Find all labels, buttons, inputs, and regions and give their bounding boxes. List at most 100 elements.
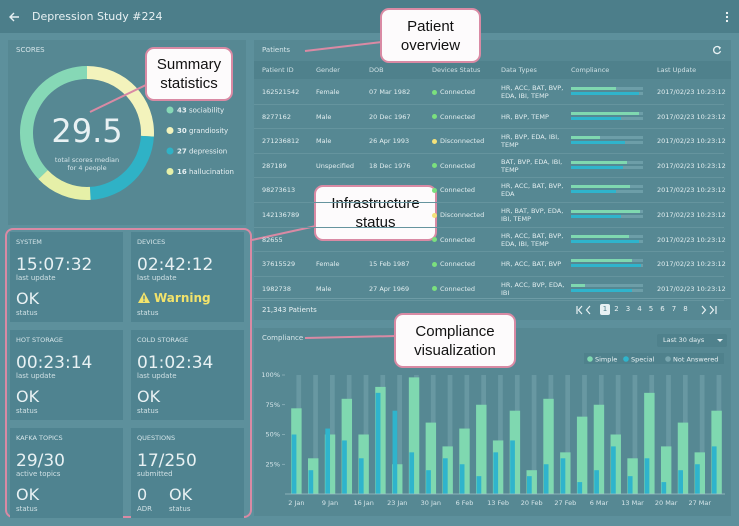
legend-label: grandiosity: [189, 127, 228, 135]
row-separator: [254, 226, 724, 228]
table-cell: 2017/02/23 10:23:12: [657, 88, 726, 96]
status-card: DEVICES 02:42:12 last update Warning status: [131, 232, 244, 322]
page-button[interactable]: 4: [637, 305, 642, 313]
caret: [717, 339, 723, 342]
table-cell: HR, ACC, BAT, BVP, EDA: [501, 182, 564, 199]
page-button[interactable]: 6: [660, 305, 665, 313]
compliance-bar: [571, 136, 600, 140]
table-cell: Unspecified: [316, 161, 354, 170]
score-caption: total scores median for 4 people: [54, 156, 120, 172]
infra-highlight: [5, 228, 252, 518]
compliance-bar: [571, 264, 641, 268]
y-tick-label: 25%: [266, 460, 280, 468]
compliance-bar: [571, 165, 623, 169]
table-cell: 287189: [262, 161, 287, 170]
bar: [425, 422, 437, 494]
card-status: OK: [169, 485, 193, 504]
status-text: Disconnected: [440, 137, 485, 146]
card-value: 17/250: [137, 451, 197, 471]
table-cell: 271236812: [262, 137, 300, 146]
card-value: 29/30: [16, 451, 65, 471]
legend-bg: [584, 353, 724, 364]
panel-title: Compliance: [262, 334, 304, 342]
table-cell: 2017/02/23 10:23:12: [657, 161, 726, 170]
x-tick-label: 27 Mar: [688, 499, 711, 507]
bar: [677, 422, 689, 494]
table-cell: 98273613: [262, 186, 296, 195]
legend-dot: [623, 356, 629, 362]
bar: [459, 428, 470, 494]
table-cell: 2017/02/23 10:23:12: [657, 137, 726, 146]
row-separator: [254, 128, 724, 130]
status-dot: [432, 261, 437, 267]
page-button[interactable]: 7: [671, 305, 677, 313]
card-label: last update: [137, 372, 177, 380]
card-title: QUESTIONS: [137, 434, 176, 442]
range-dropdown[interactable]: Last 30 days: [657, 334, 727, 347]
status-dot: [432, 237, 437, 243]
status-dot: [432, 114, 437, 120]
page-button[interactable]: 1: [600, 304, 610, 315]
card-value: 00:23:14: [16, 353, 93, 373]
column-header: Compliance: [571, 66, 610, 74]
status-dot: [432, 89, 437, 95]
column-header: Devices Status: [432, 66, 481, 74]
row-separator: [254, 177, 724, 179]
bar: [661, 482, 667, 494]
bar: [308, 458, 319, 494]
range-label: Last 30 days: [663, 336, 705, 344]
table-cell: 82655: [262, 235, 283, 244]
page-button[interactable]: 3: [625, 305, 631, 313]
page-button[interactable]: 5: [648, 305, 654, 313]
card-title: SYSTEM: [16, 238, 42, 246]
card-status-label: status: [137, 407, 159, 415]
bar: [593, 404, 605, 494]
table-cell: 2017/02/23 10:23:12: [657, 260, 726, 269]
page-next-last[interactable]: [700, 305, 718, 315]
table-cell: 26 Apr 1993: [369, 137, 410, 146]
legend-label: hallucination: [189, 168, 234, 176]
x-tick-label: 23 Jan: [387, 499, 407, 507]
compliance-track: [571, 136, 643, 140]
card-value: 02:42:12: [137, 255, 214, 275]
status-dot: [432, 187, 437, 193]
menu[interactable]: [724, 11, 730, 23]
patient-count: 21,343 Patients: [262, 306, 317, 314]
callout: Patient overview: [380, 8, 481, 63]
bar: [409, 452, 415, 494]
bar: [426, 470, 431, 494]
table-cell: Male: [316, 112, 332, 121]
page-first-prev[interactable]: [576, 305, 594, 315]
table-cell: HR, ACC, BAT, BVP: [501, 260, 562, 269]
row-separator: [254, 152, 724, 154]
status-text: Connected: [440, 284, 476, 293]
bar: [447, 375, 453, 494]
page-button[interactable]: 8: [683, 305, 688, 313]
status-text: Connected: [440, 88, 476, 96]
bar: [678, 470, 683, 494]
bar: [459, 464, 465, 494]
page-button[interactable]: 2: [614, 305, 619, 313]
legend-dot: [166, 147, 174, 155]
card-status-label: status: [16, 505, 38, 513]
bar: [711, 446, 717, 494]
panel-title: SCORES: [16, 46, 45, 54]
bar: [476, 404, 487, 494]
back-arrow[interactable]: [8, 11, 20, 23]
bar: [442, 446, 453, 494]
legend-dot: [665, 356, 671, 362]
bar: [325, 428, 331, 494]
legend-label: depression: [189, 148, 227, 156]
refresh[interactable]: [712, 45, 722, 55]
table-cell: 142136789: [262, 211, 300, 219]
card-label: last update: [16, 372, 56, 380]
table-cell: 15 Feb 1987: [369, 260, 410, 269]
table-cell: 2017/02/23 10:23:12: [657, 186, 726, 195]
card-status-label: ADR: [137, 505, 153, 513]
x-tick-label: 13 Mar: [621, 499, 644, 507]
warning-icon: [138, 292, 150, 303]
column-header: Data Types: [501, 66, 537, 74]
legend-label: sociability: [189, 107, 224, 115]
